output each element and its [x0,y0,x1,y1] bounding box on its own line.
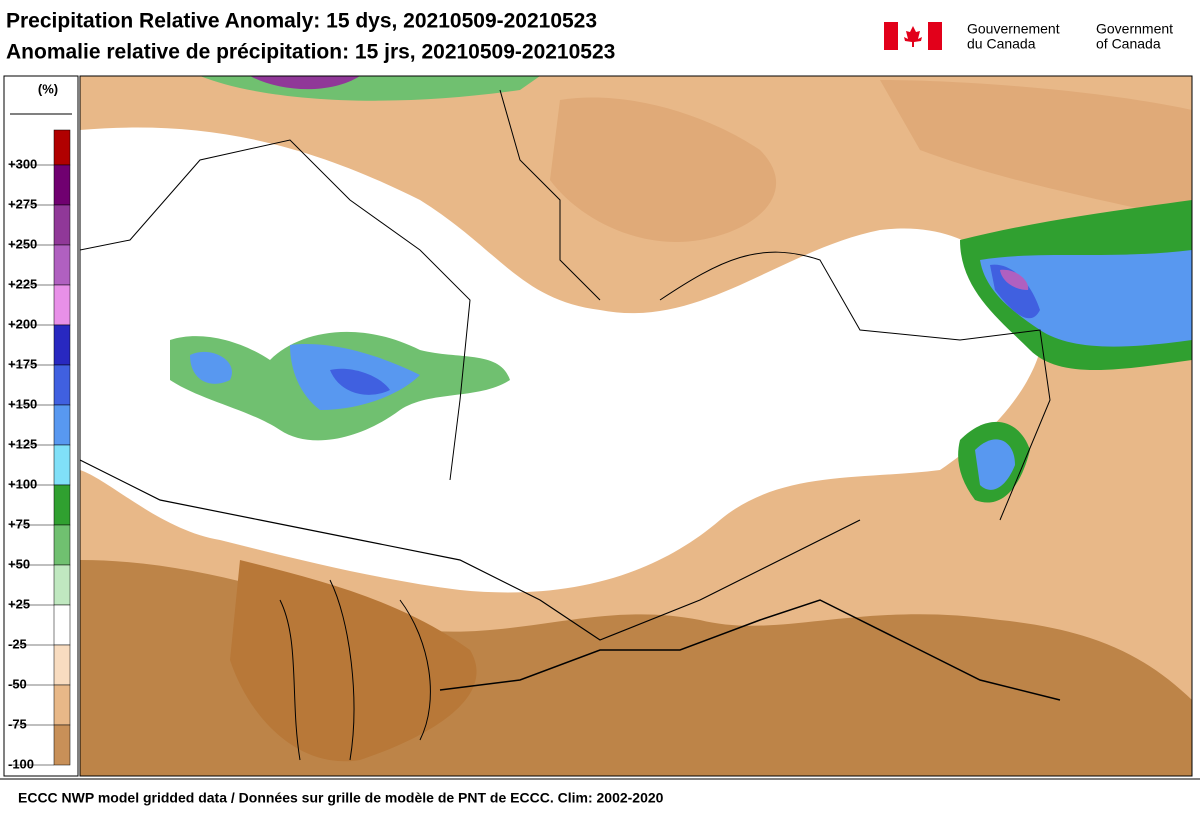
legend-label: -75 [8,716,27,731]
canada-flag [884,22,942,50]
legend-swatch [53,684,71,726]
legend-swatch [53,404,71,446]
legend-label: +225 [8,276,37,291]
legend-label: -50 [8,676,27,691]
legend-label: +300 [8,156,37,171]
legend-swatch [53,564,71,606]
legend-label: -25 [8,636,27,651]
map-frame [79,75,1193,777]
legend-swatch [53,164,71,206]
gov-en-2: of Canada [1096,36,1161,52]
title-en: Precipitation Relative Anomaly: 15 dys, … [6,10,597,33]
legend-swatch [53,244,71,286]
legend-swatch [53,129,71,166]
legend-label: -100 [8,756,34,771]
legend-label: +125 [8,436,37,451]
gov-fr-1: Gouvernement [967,21,1060,37]
legend-label: +275 [8,196,37,211]
gov-en-1: Government [1096,21,1173,37]
legend: (%) +300 +275 +250 +225 +200 +175 +150 +125 +100… [3,75,79,777]
footer: ECCC NWP model gridded data / Données su… [18,790,664,806]
legend-swatch [53,604,71,646]
map [79,75,1193,777]
legend-swatch [53,444,71,486]
legend-swatch [53,644,71,686]
legend-swatch [53,724,71,766]
title-fr: Anomalie relative de précipitation: 15 j… [6,41,615,64]
legend-swatch [53,364,71,406]
legend-unit: (%) [38,81,58,96]
legend-swatch [53,204,71,246]
legend-swatch [53,484,71,526]
legend-swatch [53,284,71,326]
legend-label: +175 [8,356,37,371]
legend-label: +25 [8,596,30,611]
legend-label: +100 [8,476,37,491]
legend-label: +50 [8,556,30,571]
gov-fr-2: du Canada [967,36,1036,52]
legend-label: +150 [8,396,37,411]
legend-label: +75 [8,516,30,531]
legend-label: +200 [8,316,37,331]
legend-swatch [53,324,71,366]
legend-swatch [53,524,71,566]
legend-label: +250 [8,236,37,251]
